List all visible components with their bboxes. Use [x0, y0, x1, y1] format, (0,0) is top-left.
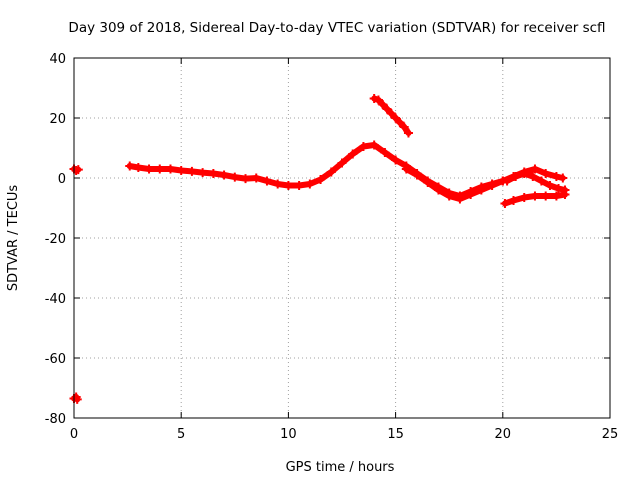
data-point-main-track: [305, 179, 315, 189]
data-point-crossover: [536, 176, 546, 186]
data-point-bottom-right: [551, 191, 561, 201]
data-points: [69, 94, 570, 404]
data-point-bottom-right: [500, 199, 510, 208]
data-point-upper-outlier: [395, 118, 405, 127]
data-point-crossover: [519, 169, 529, 178]
data-point-main-track: [144, 164, 154, 174]
data-point-main-track: [251, 173, 261, 183]
data-point-main-track: [558, 173, 568, 183]
data-point-main-track: [176, 166, 186, 175]
data-point-upper-outlier: [373, 95, 383, 105]
data-point-lower-branch: [466, 190, 476, 199]
x-tick-label: 25: [602, 427, 619, 442]
y-tick-label: -20: [45, 232, 66, 247]
data-point-upper-outlier: [382, 104, 392, 114]
data-point-main-track: [187, 166, 197, 176]
x-tick-label: 5: [177, 427, 185, 442]
y-tick-label: -80: [45, 412, 66, 427]
data-point-bottom-right: [541, 191, 551, 201]
data-point-bottom-right: [560, 190, 570, 199]
data-point-lower-branch: [476, 185, 486, 195]
data-point-lower-branch: [487, 181, 497, 190]
y-tick-label: 40: [49, 52, 66, 67]
data-point-main-track: [326, 167, 336, 177]
data-point-upper-outlier: [399, 122, 409, 132]
data-point-upper-outlier: [378, 100, 388, 109]
data-point-main-track: [273, 179, 283, 189]
data-point-main-track: [551, 172, 561, 181]
data-point-main-track: [165, 164, 175, 174]
chart-title: Day 309 of 2018, Sidereal Day-to-day VTE…: [68, 20, 605, 36]
data-point-upper-outlier: [369, 94, 379, 103]
data-point-main-track: [198, 168, 208, 178]
data-point-main-track: [391, 155, 401, 165]
data-point-bottom-right: [509, 196, 519, 205]
data-point-upper-outlier: [391, 113, 401, 123]
data-point-upper-outlier: [386, 109, 396, 118]
data-point-main-track: [316, 175, 326, 184]
y-tick-label: 20: [49, 112, 66, 127]
data-point-crossover: [502, 176, 512, 186]
x-tick-label: 10: [280, 427, 297, 442]
y-tick-label: -60: [45, 352, 66, 367]
y-tick-label: 0: [58, 172, 66, 187]
data-point-main-track: [337, 158, 347, 168]
data-point-main-track: [155, 164, 165, 174]
y-tick-label: -40: [45, 292, 66, 307]
data-point-crossover: [545, 181, 555, 190]
data-point-bottom-right: [530, 191, 540, 201]
data-point-crossover: [528, 172, 538, 181]
data-point-main-track: [125, 161, 135, 171]
data-point-lower-branch: [412, 170, 422, 180]
data-point-lower-branch: [423, 178, 433, 187]
x-axis-label: GPS time / hours: [286, 460, 395, 475]
data-point-lower-branch: [444, 191, 454, 201]
data-point-main-track: [530, 164, 540, 174]
data-point-main-track: [369, 140, 379, 150]
data-point-main-track: [262, 176, 272, 186]
data-point-lower-branch: [455, 194, 465, 204]
data-point-main-track: [230, 172, 240, 182]
data-point-bottom-right: [519, 193, 529, 202]
x-tick-label: 20: [495, 427, 512, 442]
data-point-main-track: [348, 149, 358, 159]
data-point-main-track: [208, 169, 218, 178]
data-point-main-track: [294, 181, 304, 190]
x-tick-label: 15: [387, 427, 404, 442]
data-point-main-track: [358, 142, 368, 151]
data-point-crossover: [511, 172, 521, 181]
series-band-lower-branch: [403, 166, 506, 202]
data-point-main-track: [241, 174, 251, 184]
x-tick-label: 0: [70, 427, 78, 442]
data-point-segment-a: [73, 165, 83, 175]
y-axis-label: SDTVAR / TECUs: [6, 185, 21, 292]
data-point-main-track: [133, 163, 143, 172]
data-point-main-track: [219, 170, 229, 180]
data-point-crossover: [554, 184, 564, 193]
data-point-main-track: [283, 181, 293, 190]
data-point-upper-outlier: [403, 128, 413, 138]
axis-ticks: 0 5 10 15 20 25 -80 -60 -40 -20 0 20 40: [45, 52, 619, 442]
data-point-lower-branch: [433, 185, 443, 195]
data-point-main-track: [380, 148, 390, 157]
data-point-lower-branch: [401, 164, 411, 174]
data-point-main-track: [541, 169, 551, 178]
grid-lines: [74, 58, 610, 418]
